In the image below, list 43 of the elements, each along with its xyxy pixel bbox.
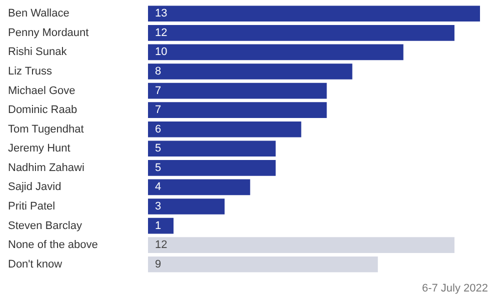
bar bbox=[148, 237, 454, 253]
data-label: 12 bbox=[155, 239, 168, 252]
data-label: 9 bbox=[155, 258, 162, 270]
data-label: 7 bbox=[155, 84, 162, 97]
bar bbox=[148, 44, 404, 60]
data-label: 5 bbox=[155, 142, 162, 155]
bar bbox=[148, 6, 480, 22]
bar bbox=[148, 160, 276, 176]
data-label: 13 bbox=[155, 8, 168, 20]
data-label: 4 bbox=[155, 181, 162, 194]
data-label: 5 bbox=[155, 162, 162, 174]
text: 6-7 July 2022 bbox=[422, 282, 488, 294]
y-tick-label: Michael Gove bbox=[8, 84, 76, 97]
y-tick-label: None of the above bbox=[8, 239, 98, 252]
y-tick-label: Dominic Raab bbox=[8, 104, 78, 116]
bar bbox=[148, 82, 327, 99]
data-label: 10 bbox=[155, 46, 168, 58]
y-tick-label: Don't know bbox=[8, 258, 62, 270]
y-tick-label: Penny Mordaunt bbox=[8, 26, 89, 39]
bar bbox=[148, 198, 225, 214]
y-tick-label: Liz Truss bbox=[8, 66, 53, 78]
data-label: 6 bbox=[155, 123, 162, 136]
bar bbox=[148, 256, 378, 272]
bar bbox=[148, 140, 276, 157]
data-label: 7 bbox=[155, 104, 162, 116]
y-tick-label: Nadhim Zahawi bbox=[8, 162, 84, 174]
y-tick-label: Sajid Javid bbox=[8, 181, 62, 194]
data-label: 12 bbox=[155, 26, 168, 39]
y-tick-label: Ben Wallace bbox=[8, 8, 70, 20]
bar bbox=[148, 64, 352, 80]
y-tick-label: Steven Barclay bbox=[8, 220, 82, 232]
y-tick-label: Priti Patel bbox=[8, 200, 56, 212]
bar bbox=[148, 102, 327, 118]
bar bbox=[148, 179, 250, 196]
y-tick-label: Jeremy Hunt bbox=[8, 142, 70, 155]
y-tick-label: Tom Tugendhat bbox=[8, 123, 84, 136]
data-label: 3 bbox=[155, 200, 162, 212]
bar bbox=[148, 121, 302, 138]
bar bbox=[148, 25, 454, 41]
y-tick-label: Rishi Sunak bbox=[8, 46, 68, 58]
data-label: 1 bbox=[155, 220, 162, 232]
data-label: 8 bbox=[155, 66, 162, 78]
bar bbox=[148, 218, 174, 234]
